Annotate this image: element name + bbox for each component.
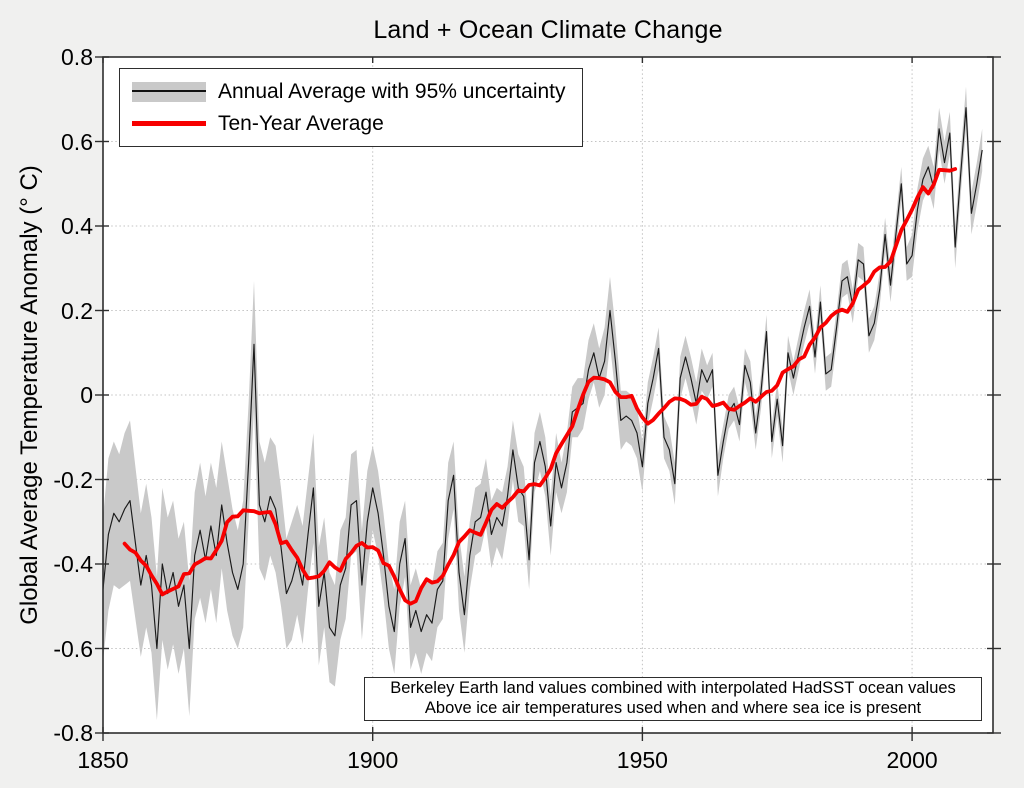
ten-year-line-swatch-icon — [132, 121, 206, 126]
legend-item-ten-year-average: Ten-Year Average — [132, 110, 566, 137]
y-tick-label: -0.4 — [53, 551, 93, 577]
chart-title: Land + Ocean Climate Change — [373, 16, 723, 44]
annotation-line-2: Above ice air temperatures used when and… — [424, 698, 922, 717]
y-tick-label: 0.6 — [61, 128, 93, 155]
x-tick-label: 1950 — [616, 747, 668, 773]
y-tick-label: 0.8 — [61, 44, 93, 70]
x-tick-label: 2000 — [886, 747, 938, 773]
x-tick-label: 1900 — [347, 747, 399, 773]
y-tick-label: 0.2 — [61, 297, 93, 324]
x-tick-label: 1850 — [77, 747, 129, 773]
annotation-line-1: Berkeley Earth land values combined with… — [390, 679, 956, 697]
annual-line-swatch-icon — [132, 90, 206, 93]
legend: Annual Average with 95% uncertainty Ten-… — [119, 68, 583, 147]
y-tick-label: 0 — [80, 382, 93, 408]
legend-label-ten-year-average: Ten-Year Average — [218, 111, 384, 135]
y-tick-label: -0.6 — [53, 635, 93, 662]
legend-label-annual-average: Annual Average with 95% uncertainty — [218, 79, 566, 103]
y-tick-label: -0.8 — [53, 720, 93, 746]
y-tick-label: -0.2 — [53, 466, 93, 493]
uncertainty-band-swatch-icon — [132, 81, 206, 102]
legend-item-annual-average: Annual Average with 95% uncertainty — [132, 78, 566, 105]
y-tick-label: 0.4 — [61, 213, 93, 239]
annotation-box: Berkeley Earth land values combined with… — [364, 677, 982, 721]
